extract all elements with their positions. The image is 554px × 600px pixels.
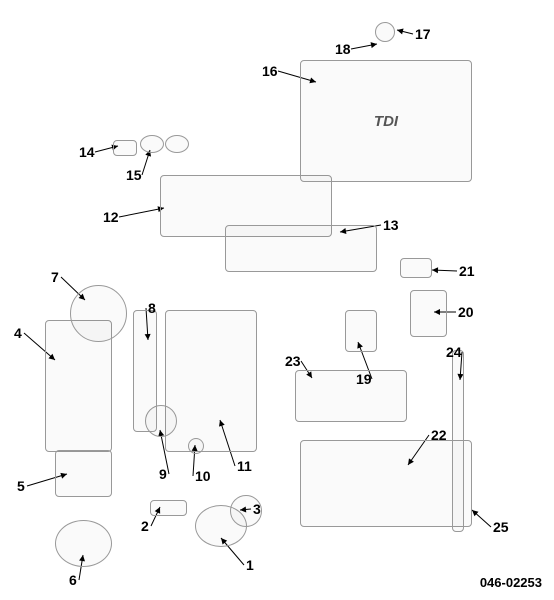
callout-19: 19 — [356, 372, 372, 386]
part-cam-gear — [70, 285, 127, 342]
part-gasket-ring-a — [140, 135, 164, 153]
callout-5: 5 — [17, 479, 25, 493]
callout-1: 1 — [246, 558, 254, 572]
callout-23: 23 — [285, 354, 301, 368]
callout-17: 17 — [415, 27, 431, 41]
part-oil-cap — [375, 22, 395, 42]
callout-21: 21 — [459, 264, 475, 278]
part-bracket-14 — [113, 140, 137, 156]
callout-3: 3 — [253, 502, 261, 516]
callout-25: 25 — [493, 520, 509, 534]
callout-16: 16 — [262, 64, 278, 78]
part-timing-back — [165, 310, 257, 452]
part-oil-pan — [300, 440, 472, 527]
part-lower-cover — [225, 225, 377, 272]
diagram-part-number: 046-02253 — [480, 575, 542, 590]
callout-15: 15 — [126, 168, 142, 182]
callout-7: 7 — [51, 270, 59, 284]
callout-10: 10 — [195, 469, 211, 483]
callout-24: 24 — [446, 345, 462, 359]
part-gasket-ring-b — [165, 135, 189, 153]
callout-4: 4 — [14, 326, 22, 340]
callout-22: 22 — [431, 428, 447, 442]
part-engine-cover-tdi: TDI — [300, 60, 472, 182]
part-baffle — [295, 370, 407, 422]
part-bracket-b — [410, 290, 447, 337]
callout-11: 11 — [237, 459, 252, 473]
part-plug-10 — [188, 438, 204, 454]
callout-14: 14 — [79, 145, 95, 159]
part-bolt — [150, 500, 187, 516]
diagram-stage: TDI 123456789101112131415161718192021222… — [0, 0, 554, 600]
part-mount — [400, 258, 432, 278]
callout-18: 18 — [335, 42, 351, 56]
part-bracket-a — [345, 310, 377, 352]
callout-8: 8 — [148, 301, 156, 315]
callout-2: 2 — [141, 519, 149, 533]
callout-9: 9 — [159, 467, 167, 481]
callout-6: 6 — [69, 573, 77, 587]
part-dipstick-tube — [452, 350, 464, 532]
part-lower-timing — [55, 450, 112, 497]
callout-12: 12 — [103, 210, 119, 224]
callout-20: 20 — [458, 305, 474, 319]
callout-13: 13 — [383, 218, 399, 232]
part-seal-carrier — [55, 520, 112, 567]
part-belt — [133, 310, 157, 432]
